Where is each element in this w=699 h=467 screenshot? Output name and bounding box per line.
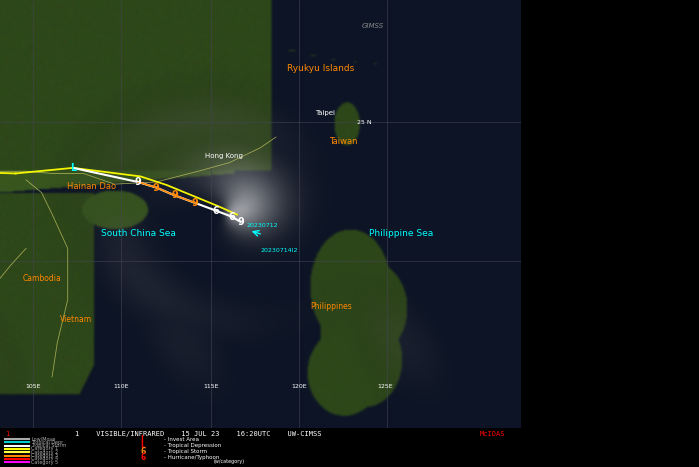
Text: Ryukyu Islands: Ryukyu Islands xyxy=(287,64,354,73)
Text: - Latitude/Longitude: - Latitude/Longitude xyxy=(530,142,607,150)
Text: 6: 6 xyxy=(212,205,219,216)
Text: - Tropical Depression: - Tropical Depression xyxy=(164,443,222,448)
Text: Cambodia: Cambodia xyxy=(22,274,61,283)
Text: 20230716/022000UTC: 20230716/022000UTC xyxy=(530,67,615,76)
Text: Category 3: Category 3 xyxy=(31,453,59,458)
Text: GIMSS: GIMSS xyxy=(361,23,384,28)
Text: - Working Best Track: - Working Best Track xyxy=(530,173,608,182)
Text: Tropical Storm: Tropical Storm xyxy=(31,443,66,448)
Text: 9: 9 xyxy=(135,177,141,187)
Text: 6: 6 xyxy=(140,447,146,456)
Text: - Political Boundaries: - Political Boundaries xyxy=(530,110,610,119)
Text: Low/Move: Low/Move xyxy=(31,437,56,442)
Text: 105E: 105E xyxy=(25,384,41,389)
Text: I: I xyxy=(140,435,143,444)
Text: 9: 9 xyxy=(192,198,199,208)
Text: Taiwan: Taiwan xyxy=(329,137,358,146)
Text: 16JUL2023/00:00UTC  (source:JTWC): 16JUL2023/00:00UTC (source:JTWC) xyxy=(530,237,668,246)
Text: South China Sea: South China Sea xyxy=(101,229,175,238)
Text: Category 4: Category 4 xyxy=(31,456,59,461)
Text: L: L xyxy=(140,441,145,450)
Text: Category 2: Category 2 xyxy=(31,450,59,455)
Text: 9: 9 xyxy=(171,190,178,200)
Text: 125E: 125E xyxy=(377,384,393,389)
Text: (w/category): (w/category) xyxy=(213,459,245,464)
Text: 1    VISIBLE/INFRARED    15 JUL 23    16:20UTC    UW-CIMSS: 1 VISIBLE/INFRARED 15 JUL 23 16:20UTC UW… xyxy=(75,432,321,437)
Text: Category 1: Category 1 xyxy=(31,446,59,452)
Text: 9: 9 xyxy=(237,217,244,227)
Text: 16JUL2023/00:00UTC  (source:JTWC): 16JUL2023/00:00UTC (source:JTWC) xyxy=(530,300,668,309)
Text: Tropical Depr: Tropical Depr xyxy=(31,440,64,445)
Text: - Labels: - Labels xyxy=(530,332,559,341)
Text: 20230714I2: 20230714I2 xyxy=(260,248,298,253)
Text: - Hurricane/Typhoon: - Hurricane/Typhoon xyxy=(164,455,219,460)
Text: - Invest Area: - Invest Area xyxy=(164,437,199,442)
Text: 14JUL2023/12:00UTC-: 14JUL2023/12:00UTC- xyxy=(530,205,612,214)
Text: - Official TCFC Forecast: - Official TCFC Forecast xyxy=(530,269,618,277)
Text: McIDAS: McIDAS xyxy=(480,432,505,437)
Text: L: L xyxy=(70,163,76,173)
Text: Legend: Legend xyxy=(535,12,575,21)
Text: 1: 1 xyxy=(5,432,10,437)
Text: Vietnam: Vietnam xyxy=(59,315,92,324)
Text: 20230712: 20230712 xyxy=(246,223,278,228)
Text: Philippines: Philippines xyxy=(310,302,352,311)
Text: Philippine Sea: Philippine Sea xyxy=(369,229,433,238)
Text: 110E: 110E xyxy=(113,384,129,389)
Text: 6: 6 xyxy=(140,453,146,462)
Text: Hong Kong: Hong Kong xyxy=(205,153,243,159)
Text: 9: 9 xyxy=(153,183,159,192)
Text: 115E: 115E xyxy=(203,384,219,389)
Text: 120E: 120E xyxy=(291,384,308,389)
Text: Taipei: Taipei xyxy=(315,111,336,116)
Text: - Visible/Shorwave IR Image: - Visible/Shorwave IR Image xyxy=(530,35,637,44)
Text: Category 5: Category 5 xyxy=(31,460,59,465)
Text: 6: 6 xyxy=(229,212,235,222)
Text: - Tropical Storm: - Tropical Storm xyxy=(164,449,207,454)
Text: Hainan Dao: Hainan Dao xyxy=(66,182,116,191)
Text: 25 N: 25 N xyxy=(357,120,372,125)
